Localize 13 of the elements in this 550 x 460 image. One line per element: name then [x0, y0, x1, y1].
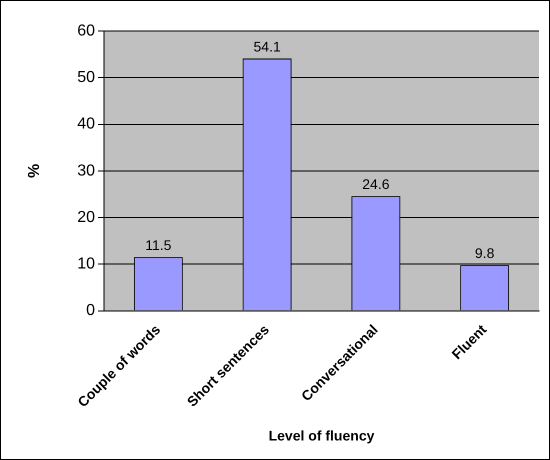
y-tick-label: 40: [77, 116, 96, 133]
data-label: 54.1: [254, 38, 281, 54]
data-label: 9.8: [474, 244, 495, 261]
y-tick-label: 50: [77, 69, 96, 86]
y-tick-label: 10: [77, 256, 96, 273]
y-tick-label: 20: [77, 208, 96, 226]
y-tick-label: 30: [77, 162, 96, 180]
data-label: 11.5: [145, 237, 172, 254]
data-label: 24.6: [362, 176, 390, 192]
y-axis-title: %: [26, 164, 44, 178]
y-tick-label: 60: [77, 22, 96, 40]
x-axis-title: Level of fluency: [268, 427, 375, 444]
y-tick-label: 0: [86, 302, 96, 320]
